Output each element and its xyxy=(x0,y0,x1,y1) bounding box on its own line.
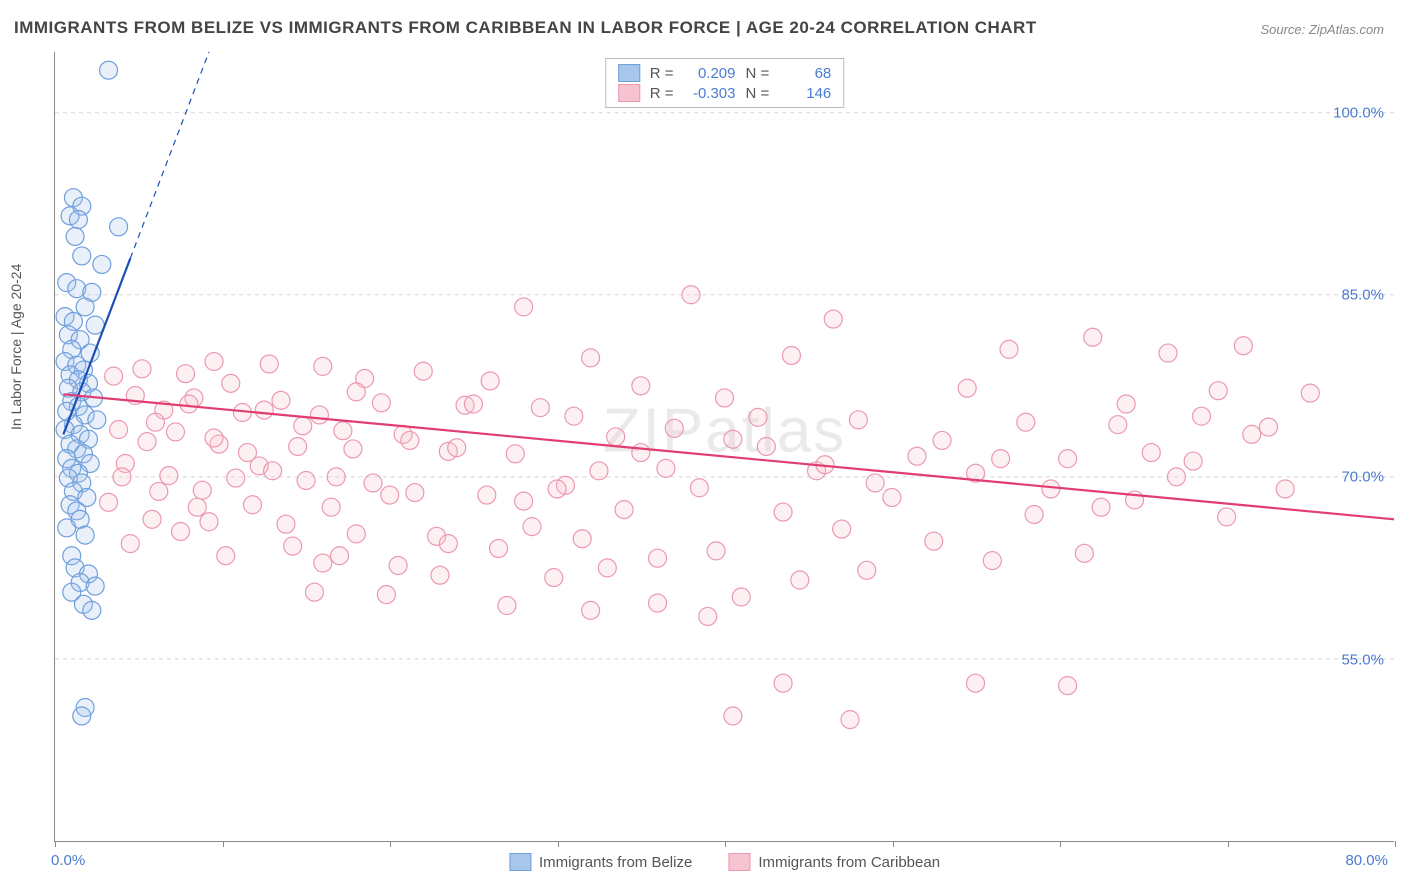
x-tick-mark xyxy=(725,841,726,847)
legend-n-value-0: 68 xyxy=(779,65,831,82)
swatch-series-1 xyxy=(618,84,640,102)
legend-bottom: Immigrants from Belize Immigrants from C… xyxy=(509,853,940,871)
legend-label-0: Immigrants from Belize xyxy=(539,854,692,871)
x-tick-mark xyxy=(1228,841,1229,847)
y-tick-label: 55.0% xyxy=(1341,651,1384,668)
x-axis-min-label: 0.0% xyxy=(51,852,85,869)
y-tick-label: 70.0% xyxy=(1341,469,1384,486)
legend-item-1: Immigrants from Caribbean xyxy=(728,853,940,871)
chart-title: IMMIGRANTS FROM BELIZE VS IMMIGRANTS FRO… xyxy=(14,18,1037,38)
legend-r-value-0: 0.209 xyxy=(684,65,736,82)
legend-stats-row-1: R = -0.303 N = 146 xyxy=(618,83,832,103)
x-tick-mark xyxy=(1060,841,1061,847)
x-tick-mark xyxy=(558,841,559,847)
legend-n-label: N = xyxy=(746,85,770,102)
y-tick-label: 85.0% xyxy=(1341,287,1384,304)
legend-r-value-1: -0.303 xyxy=(684,85,736,102)
chart-svg xyxy=(55,52,1394,841)
x-tick-mark xyxy=(1395,841,1396,847)
x-tick-mark xyxy=(390,841,391,847)
swatch-series-1 xyxy=(728,853,750,871)
legend-r-label: R = xyxy=(650,65,674,82)
swatch-series-0 xyxy=(509,853,531,871)
x-tick-mark xyxy=(55,841,56,847)
x-tick-mark xyxy=(223,841,224,847)
x-axis-max-label: 80.0% xyxy=(1345,852,1388,869)
legend-label-1: Immigrants from Caribbean xyxy=(758,854,940,871)
y-axis-label: In Labor Force | Age 20-24 xyxy=(8,264,24,430)
legend-stats-row-0: R = 0.209 N = 68 xyxy=(618,63,832,83)
y-tick-label: 100.0% xyxy=(1333,104,1384,121)
legend-n-value-1: 146 xyxy=(779,85,831,102)
legend-stats-box: R = 0.209 N = 68 R = -0.303 N = 146 xyxy=(605,58,845,108)
source-label: Source: ZipAtlas.com xyxy=(1260,22,1384,37)
swatch-series-0 xyxy=(618,64,640,82)
legend-item-0: Immigrants from Belize xyxy=(509,853,692,871)
x-tick-mark xyxy=(893,841,894,847)
legend-r-label: R = xyxy=(650,85,674,102)
plot-area: ZIPatlas R = 0.209 N = 68 R = -0.303 N =… xyxy=(54,52,1394,842)
legend-n-label: N = xyxy=(746,65,770,82)
